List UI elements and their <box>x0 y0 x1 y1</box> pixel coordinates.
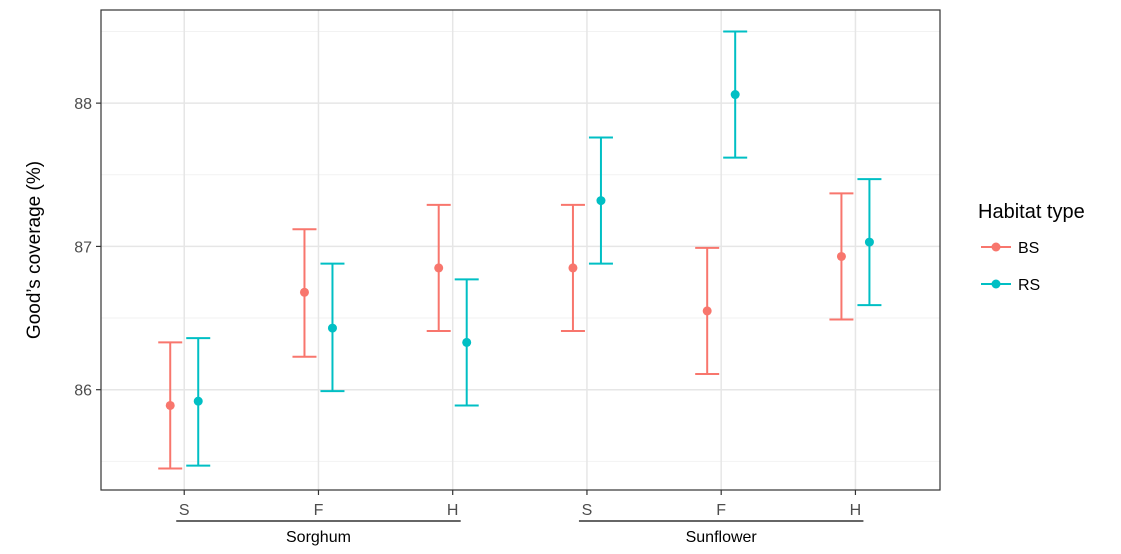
data-point <box>702 306 712 316</box>
gridlines <box>101 10 940 490</box>
legend-item-bs: BS <box>981 240 1039 257</box>
data-point <box>327 323 337 333</box>
data-point <box>730 90 740 100</box>
y-tick-label: 88 <box>74 96 92 113</box>
legend-title: Habitat type <box>978 201 1085 223</box>
series-bs <box>158 192 854 470</box>
x-tick-label: H <box>447 502 459 519</box>
data-marks <box>158 30 882 470</box>
data-point <box>434 263 444 273</box>
series-rs <box>186 30 882 467</box>
panel-border <box>100 9 941 491</box>
legend-label: RS <box>1018 277 1040 294</box>
data-point <box>596 196 606 206</box>
legend-item-rs: RS <box>981 277 1040 294</box>
data-point <box>299 287 309 297</box>
x-tick-label: S <box>582 502 593 519</box>
group-label: Sunflower <box>686 529 758 546</box>
legend: Habitat type BS RS <box>978 201 1085 294</box>
data-point <box>193 396 203 406</box>
panel-background <box>101 10 940 490</box>
x-tick-label: S <box>179 502 190 519</box>
legend-key-point <box>991 279 1001 289</box>
y-tick-label: 86 <box>74 383 92 400</box>
data-point <box>864 237 874 247</box>
legend-label: BS <box>1018 240 1039 257</box>
data-point <box>836 251 846 261</box>
data-point <box>462 337 472 347</box>
data-point <box>568 263 578 273</box>
y-axis-label: Good’s coverage (%) <box>24 161 45 339</box>
x-tick-label: H <box>850 502 862 519</box>
data-point <box>165 400 175 410</box>
y-tick-label: 87 <box>74 239 92 256</box>
group-label: Sorghum <box>286 529 351 546</box>
axes: 86 87 88 S F H S F H Sorghum Sunflower <box>74 96 864 546</box>
x-tick-label: F <box>314 502 324 519</box>
x-tick-label: F <box>716 502 726 519</box>
legend-key-point <box>991 242 1001 252</box>
